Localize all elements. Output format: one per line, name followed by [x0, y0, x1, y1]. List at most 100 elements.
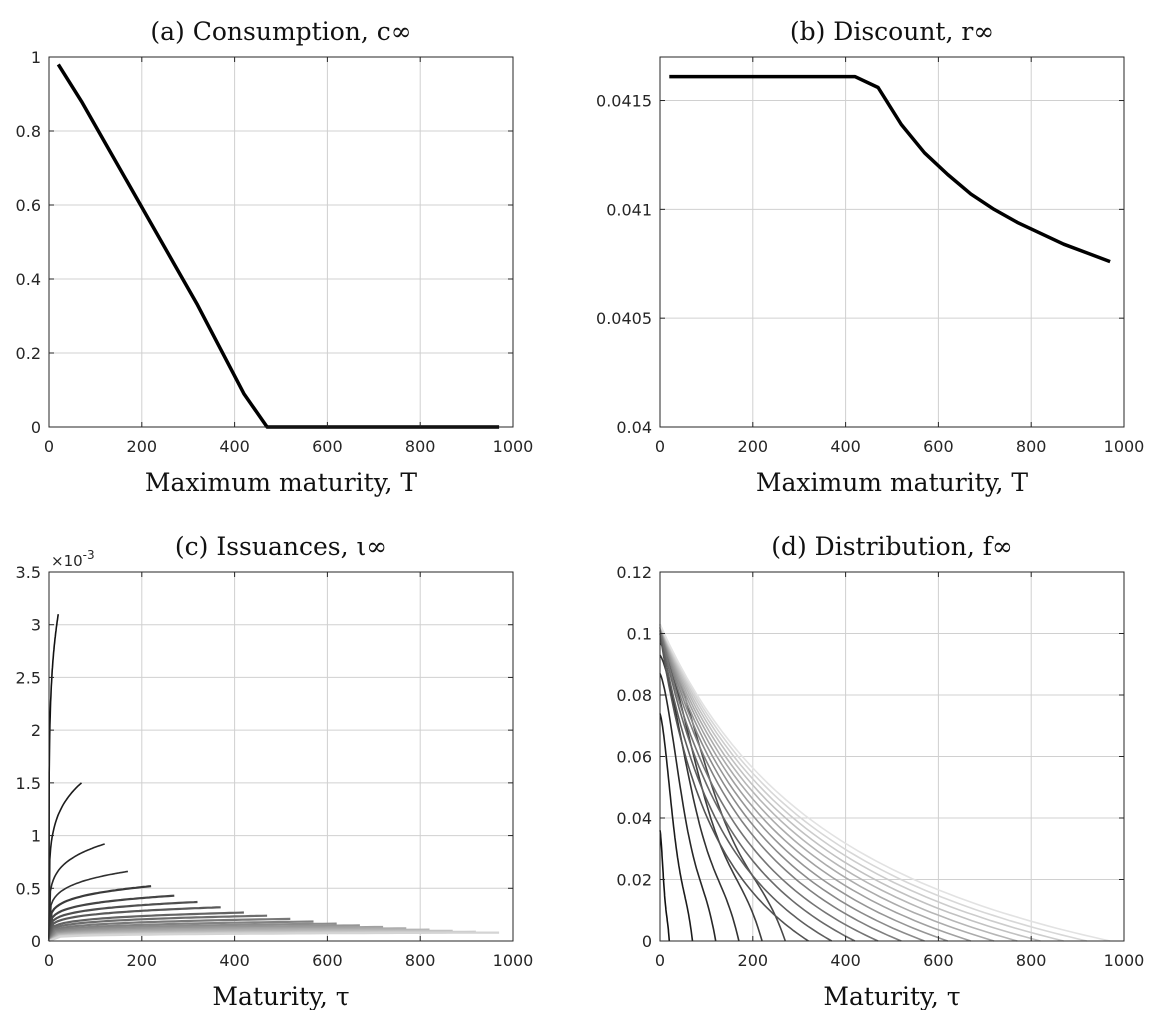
panel-a-xlabel: Maximum maturity, T — [145, 468, 418, 497]
y-tick-label: 0 — [642, 932, 652, 951]
panel-b-title: (b) Discount, r∞ — [790, 17, 994, 46]
y-tick-label: 0.2 — [16, 344, 41, 363]
x-tick-label: 800 — [405, 437, 436, 456]
issuance-curve — [48, 922, 337, 942]
series-group — [659, 623, 1111, 942]
series-group — [669, 74, 1111, 264]
y-tick-label: 0.0415 — [596, 92, 652, 111]
x-tick-label: 800 — [1016, 437, 1047, 456]
exponent-power: -3 — [83, 548, 95, 562]
issuance-curve — [48, 931, 500, 943]
y-tick-label: 0.06 — [616, 748, 652, 767]
panel-c-y-exponent: ×10-3 — [51, 548, 95, 570]
x-tick-label: 800 — [405, 951, 436, 970]
series-group — [47, 614, 500, 943]
panel-b-xlabel: Maximum maturity, T — [756, 468, 1029, 497]
x-tick-label: 0 — [44, 437, 54, 456]
y-tick-label: 0.0405 — [596, 309, 652, 328]
x-tick-label: 600 — [923, 437, 954, 456]
x-tick-label: 600 — [312, 951, 343, 970]
x-tick-label: 1000 — [493, 437, 534, 456]
x-tick-label: 200 — [738, 437, 769, 456]
axes-box — [48, 571, 514, 942]
panel-c-xlabel: Maturity, τ — [212, 982, 349, 1010]
panel-consumption: (a) Consumption, c∞ Maximum maturity, T … — [16, 17, 534, 497]
axes-box — [659, 56, 1125, 428]
axes-box — [48, 56, 514, 428]
issuance-curve — [48, 870, 129, 942]
y-tick-label: 0.02 — [616, 871, 652, 890]
panel-d-xlabel: Maturity, τ — [823, 982, 960, 1010]
y-tick-label: 0.4 — [16, 270, 41, 289]
y-tick-label: 2 — [31, 721, 41, 740]
y-tick-label: 0.04 — [616, 809, 652, 828]
x-tick-label: 400 — [830, 951, 861, 970]
distribution-curve — [659, 624, 1041, 942]
y-tick-label: 1 — [31, 48, 41, 67]
y-tick-label: 0.08 — [616, 686, 652, 705]
issuance-curve — [47, 914, 268, 942]
y-tick-label: 0 — [31, 418, 41, 437]
panel-a-title: (a) Consumption, c∞ — [150, 17, 411, 46]
exponent-base: ×10 — [51, 552, 83, 570]
distribution-curve — [659, 623, 1064, 942]
distribution-curve — [659, 627, 879, 942]
x-tick-label: 600 — [923, 951, 954, 970]
issuance-curve — [48, 614, 60, 942]
distribution-curve — [659, 624, 925, 942]
issuance-curve — [48, 920, 314, 942]
x-tick-label: 1000 — [1104, 437, 1145, 456]
x-tick-label: 800 — [1016, 951, 1047, 970]
distribution-curve — [659, 624, 1018, 942]
x-tick-label: 200 — [127, 951, 158, 970]
y-tick-label: 0.5 — [16, 879, 41, 898]
distribution-curve — [659, 623, 1111, 942]
distribution-curve — [659, 673, 717, 942]
distribution-curve — [659, 713, 694, 942]
issuance-curve — [47, 885, 152, 942]
panel-d-title: (d) Distribution, f∞ — [771, 532, 1013, 561]
y-tick-label: 0.041 — [606, 200, 652, 219]
issuance-curve — [48, 924, 360, 942]
x-tick-label: 600 — [312, 437, 343, 456]
y-tick-label: 0 — [31, 932, 41, 951]
x-tick-label: 400 — [219, 951, 250, 970]
issuance-curve — [48, 917, 291, 942]
y-tick-label: 0.8 — [16, 122, 41, 141]
panel-discount: (b) Discount, r∞ Maximum maturity, T 0 20… — [596, 17, 1144, 497]
plot-area — [49, 57, 513, 427]
y-tick-label: 3.5 — [16, 563, 41, 582]
plot-area — [660, 57, 1124, 427]
x-tick-label: 200 — [127, 437, 158, 456]
plot-area — [49, 572, 513, 941]
distribution-curve — [659, 642, 763, 942]
panel-c-title: (c) Issuances, ι∞ — [175, 532, 387, 561]
issuance-curve — [47, 894, 175, 942]
x-tick-label: 200 — [738, 951, 769, 970]
y-tick-label: 3 — [31, 616, 41, 635]
y-tick-label: 1 — [31, 827, 41, 846]
x-tick-label: 400 — [219, 437, 250, 456]
issuance-curve — [47, 906, 221, 942]
x-tick-label: 0 — [655, 951, 665, 970]
y-tick-label: 0.12 — [616, 563, 652, 582]
issuance-curve — [48, 843, 105, 942]
x-tick-label: 0 — [44, 951, 54, 970]
issuance-curve — [47, 900, 198, 942]
x-tick-label: 0 — [655, 437, 665, 456]
distribution-curve — [659, 633, 809, 942]
distribution-curve — [659, 624, 948, 942]
y-tick-label: 0.6 — [16, 196, 41, 215]
distribution-curve — [659, 830, 671, 942]
issuance-curve — [48, 782, 83, 942]
panel-issuances: (c) Issuances, ι∞ Maturity, τ ×10-3 0 200… — [16, 532, 534, 1010]
distribution-curve — [659, 623, 1088, 942]
x-tick-label: 1000 — [1104, 951, 1145, 970]
distribution-curve — [659, 624, 995, 942]
distribution-curve — [659, 624, 972, 942]
y-tick-label: 1.5 — [16, 774, 41, 793]
x-tick-label: 1000 — [493, 951, 534, 970]
y-tick-label: 0.04 — [616, 418, 652, 437]
distribution-curve — [659, 630, 833, 942]
issuance-curve — [47, 911, 244, 942]
